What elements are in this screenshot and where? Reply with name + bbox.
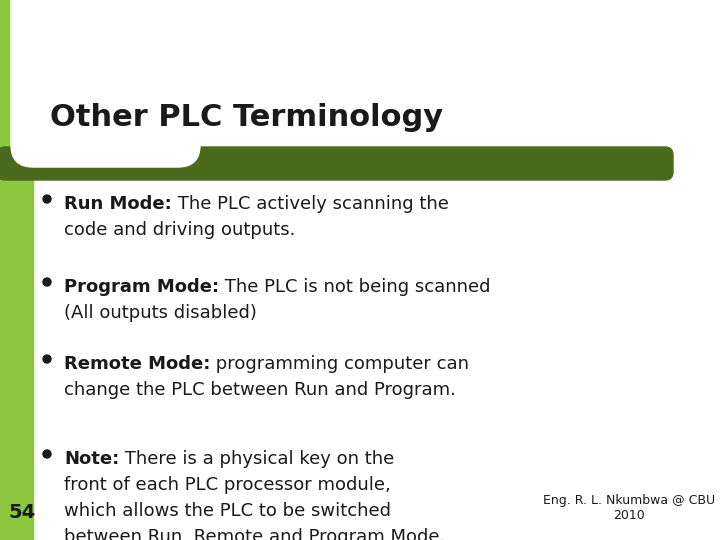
Text: The PLC actively scanning the: The PLC actively scanning the (172, 195, 449, 213)
Circle shape (43, 450, 51, 458)
Text: which allows the PLC to be switched: which allows the PLC to be switched (64, 502, 391, 520)
Circle shape (43, 355, 51, 363)
Text: code and driving outputs.: code and driving outputs. (64, 221, 295, 239)
FancyBboxPatch shape (11, 0, 200, 167)
Text: (All outputs disabled): (All outputs disabled) (64, 304, 257, 322)
Text: programming computer can: programming computer can (210, 355, 469, 373)
Text: Note:: Note: (64, 450, 120, 468)
Text: 54: 54 (8, 503, 35, 522)
Text: Run Mode:: Run Mode: (64, 195, 172, 213)
Text: front of each PLC processor module,: front of each PLC processor module, (64, 476, 391, 494)
Text: change the PLC between Run and Program.: change the PLC between Run and Program. (64, 381, 456, 399)
Text: Program Mode:: Program Mode: (64, 278, 219, 296)
Text: between Run, Remote and Program Mode.: between Run, Remote and Program Mode. (64, 528, 445, 540)
Circle shape (43, 278, 51, 286)
Bar (0, 0, 33, 540)
Text: Remote Mode:: Remote Mode: (64, 355, 210, 373)
FancyBboxPatch shape (0, 147, 673, 180)
Text: The PLC is not being scanned: The PLC is not being scanned (219, 278, 490, 296)
Text: There is a physical key on the: There is a physical key on the (120, 450, 395, 468)
Circle shape (43, 195, 51, 203)
Bar (0, 0, 155, 110)
Text: Other PLC Terminology: Other PLC Terminology (50, 103, 443, 132)
Text: Eng. R. L. Nkumbwa @ CBU
2010: Eng. R. L. Nkumbwa @ CBU 2010 (543, 494, 715, 522)
